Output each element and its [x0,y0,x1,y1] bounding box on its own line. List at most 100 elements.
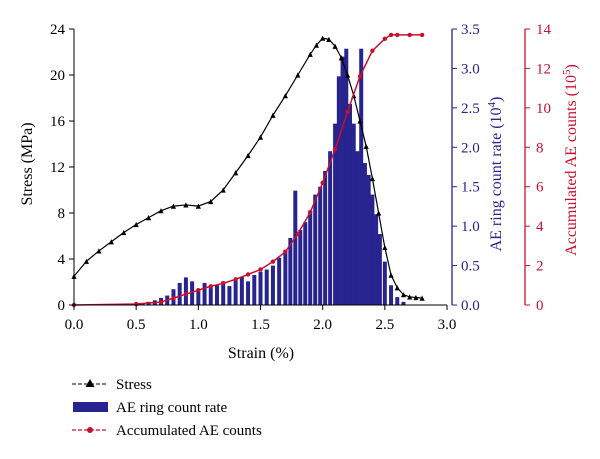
stress-point-8 [170,203,177,209]
left-tick-label-3: 12 [50,160,65,176]
ae-rate-bar-6 [177,282,182,305]
ae-rate-bar-25 [293,190,298,305]
right1-axis-title-exponent: 4 [486,101,498,107]
accumulated-point-21 [388,32,394,38]
right2-axis-title-exponent: 5 [561,69,573,75]
stress-point-13 [233,170,239,176]
ae-rate-bar-19 [258,271,263,305]
ae-rate-bar-49 [401,301,406,305]
left-tick-label-4: 16 [50,114,66,130]
accumulated-point-9 [245,272,251,277]
accumulated-point-2 [158,299,164,305]
right2-axis-title-close: ) [563,64,580,69]
right2-tick-label-3: 6 [536,180,544,196]
ae-rate-bar-24 [288,237,293,305]
x-tick-label-5: 2.5 [375,317,394,333]
right2-tick-label-4: 8 [536,140,544,156]
ae-rate-bar-32 [328,151,333,305]
stress-point-31 [382,244,388,251]
stress-point-34 [400,292,407,298]
right2-tick-label-0: 0 [536,298,544,314]
ae-rate-bar-46 [382,261,387,305]
right2-tick-label-1: 2 [536,259,544,275]
ae-rate-bar-16 [239,276,244,305]
ae-rate-bar-27 [303,222,308,305]
legend-item-ae-rate: AE ring count rate [73,400,228,416]
accumulated-point-6 [208,284,213,289]
legend: Stress AE ring count rate Accumulated AE… [72,377,262,439]
legend-stress-marker [85,379,95,387]
ae-rate-bar-44 [374,214,379,305]
left-tick-label-1: 4 [58,252,66,268]
right2-axis-title-base: Accumulated AE counts (10 [563,75,580,256]
stress-point-19 [307,51,313,57]
stress-point-10 [195,203,201,209]
right-y-axis-accumulated: 0 2 4 6 8 10 12 14 [524,22,552,314]
ae-rate-bar-11 [208,287,213,305]
x-tick-label-2: 1.0 [189,317,208,333]
accumulated-point-7 [221,281,226,286]
right1-axis-title-base: AE ring count rate (10 [488,107,505,251]
stress-point-2 [96,248,102,254]
ae-rate-bar-13 [221,281,226,305]
stress-point-30 [376,210,382,216]
accumulated-point-12 [283,249,288,254]
legend-stress-label: Stress [116,377,152,393]
ae-rate-bar-15 [233,279,238,305]
accumulated-point-17 [345,109,350,115]
right1-tick-label-1: 0.5 [461,259,480,275]
ae-rate-bar-10 [202,282,207,305]
stress-point-12 [220,187,226,193]
legend-accumulated-marker [87,427,93,433]
right1-axis-title: AE ring count rate (104) [486,97,505,252]
stress-point-28 [363,143,369,149]
x-axis: 0.0 0.5 1.0 1.5 2.0 2.5 3.0 [65,304,457,333]
stress-point-4 [121,229,127,236]
ae-rate-bar-31 [323,170,328,305]
ae-rate-bar-45 [377,234,382,305]
ae-rate-bar-14 [227,286,232,305]
legend-item-accumulated: Accumulated AE counts [72,423,262,439]
accumulated-point-13 [295,231,300,237]
stress-point-7 [158,208,164,214]
x-tick-label-6: 3.0 [438,317,457,333]
ae-rate-bar-18 [252,275,257,305]
accumulated-point-20 [382,36,388,42]
ae-rate-bar-9 [196,289,201,305]
stress-point-25 [344,72,351,78]
ae-rate-bar-41 [362,163,367,305]
legend-accumulated-label: Accumulated AE counts [116,423,262,439]
stress-point-15 [257,134,264,140]
stress-point-21 [320,35,326,41]
ae-rate-bar-20 [264,269,269,305]
right1-tick-label-7: 3.5 [461,22,480,38]
right2-tick-label-5: 10 [536,101,551,117]
right1-tick-label-3: 1.5 [461,180,480,196]
stress-point-1 [83,258,90,264]
x-tick-label-1: 0.5 [127,317,146,333]
right1-tick-label-4: 2.0 [461,140,480,156]
accumulated-point-15 [320,180,325,185]
left-axis-title: Stress (MPa) [19,122,36,205]
stress-point-32 [388,272,394,278]
stress-point-35 [407,294,413,300]
accumulated-point-19 [370,48,375,53]
stress-point-14 [245,152,251,159]
stress-point-17 [282,93,288,99]
stress-point-5 [133,221,139,228]
ae-rate-bar-29 [313,194,318,305]
stress-point-20 [313,42,320,48]
ae-rate-bar-28 [308,210,313,305]
x-tick-label-0: 0.0 [65,317,84,333]
accumulated-point-11 [270,259,276,264]
x-tick-label-3: 1.5 [251,317,270,333]
ae-rate-bar-36 [344,48,349,306]
right1-tick-label-6: 3.0 [461,61,480,77]
left-tick-label-5: 20 [50,68,65,84]
stress-point-33 [394,285,400,291]
ae-rate-bar-21 [270,265,275,305]
stress-point-23 [332,43,338,49]
stress-point-37 [419,295,425,301]
right2-tick-label-2: 4 [536,219,544,235]
stress-point-9 [183,202,189,208]
